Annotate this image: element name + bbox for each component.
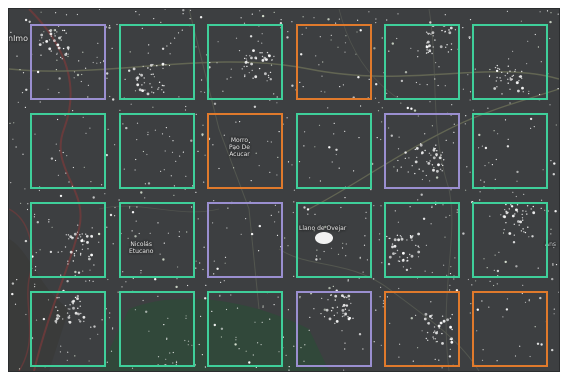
map-tile-r4-c6[interactable]: [472, 291, 548, 367]
map-tile-r1-c6[interactable]: [472, 24, 548, 100]
map-tile-r2-c3[interactable]: [207, 113, 283, 189]
map-tile-r3-c1[interactable]: [30, 202, 106, 278]
map-tile-r2-c4[interactable]: [296, 113, 372, 189]
map-tile-r3-c5[interactable]: [384, 202, 460, 278]
map-tile-r1-c3[interactable]: [207, 24, 283, 100]
map-tile-r1-c1[interactable]: [30, 24, 106, 100]
map-tile-r1-c5[interactable]: [384, 24, 460, 100]
map-tile-r2-c6[interactable]: [472, 113, 548, 189]
map-tile-r4-c5[interactable]: [384, 291, 460, 367]
place-label-ans: Ans: [545, 241, 557, 248]
place-label-nimo: nimo: [8, 34, 28, 43]
map-tile-r2-c1[interactable]: [30, 113, 106, 189]
map-tile-r1-c2[interactable]: [119, 24, 195, 100]
map-tile-r2-c2[interactable]: [119, 113, 195, 189]
map-tile-r4-c3[interactable]: [207, 291, 283, 367]
map-tile-r2-c5[interactable]: [384, 113, 460, 189]
place-label-nicolas: Nicolás Etucano: [129, 241, 154, 255]
map-viewport[interactable]: nimo Morro Pao De Acucar Llano de Ovejar…: [8, 8, 560, 372]
map-tile-r1-c4[interactable]: [296, 24, 372, 100]
map-tile-r4-c1[interactable]: [30, 291, 106, 367]
map-background: [9, 9, 559, 371]
place-label-llano: Llano de Ovejar: [299, 225, 347, 232]
lake-icon: [315, 232, 333, 244]
map-tile-r3-c6[interactable]: [472, 202, 548, 278]
map-tile-r3-c2[interactable]: [119, 202, 195, 278]
map-tile-r3-c4[interactable]: [296, 202, 372, 278]
map-tile-r4-c2[interactable]: [119, 291, 195, 367]
map-tile-r4-c4[interactable]: [296, 291, 372, 367]
place-label-morro: Morro Pao De Acucar: [229, 137, 250, 158]
map-tile-r3-c3[interactable]: [207, 202, 283, 278]
